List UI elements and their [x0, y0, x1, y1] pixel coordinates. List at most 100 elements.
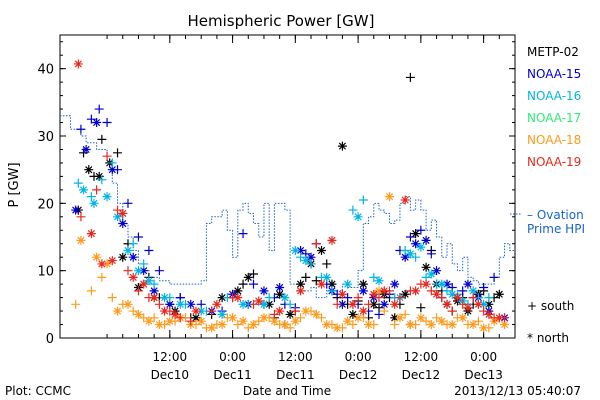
y-tick-label: 20: [37, 197, 54, 212]
north-point: [269, 316, 279, 326]
south-point: [379, 306, 389, 316]
legend-entry: METP-02: [527, 45, 579, 59]
north-point: [332, 323, 342, 333]
north-point: [426, 269, 436, 279]
north-point: [296, 286, 306, 296]
south-point: [290, 306, 300, 316]
south-point: [426, 286, 436, 296]
north-point: [437, 316, 447, 326]
legend-entry: NOAA-17: [527, 111, 581, 125]
north-point: [97, 259, 107, 269]
south-point: [311, 276, 321, 286]
south-point: [458, 299, 468, 309]
x-tick-time: 12:00: [404, 350, 439, 364]
north-point: [149, 286, 159, 296]
south-point: [426, 249, 436, 259]
south-point: [447, 306, 457, 316]
north-point: [337, 141, 347, 151]
north-point: [144, 276, 154, 286]
north-point: [149, 293, 159, 303]
north-point: [102, 259, 112, 269]
legend-north-symbol: * north: [527, 331, 569, 345]
north-point: [390, 313, 400, 323]
north-point: [348, 299, 358, 309]
north-point: [374, 276, 384, 286]
south-point: [405, 232, 415, 242]
south-point: [405, 72, 415, 82]
south-point: [238, 229, 248, 239]
south-point: [73, 178, 83, 188]
north-point: [165, 316, 175, 326]
x-axis-ticks: 12:00 Dec10 0:00 Dec11 12:00 Dec11 0:00 Dec12 12…: [106, 35, 516, 382]
north-point: [170, 309, 180, 319]
north-point: [275, 283, 285, 292]
north-point: [337, 299, 347, 309]
north-point: [238, 299, 248, 309]
south-point: [458, 286, 468, 296]
north-point: [264, 299, 274, 309]
south-point: [473, 316, 483, 326]
north-point: [416, 313, 426, 323]
north-point: [400, 195, 410, 205]
north-point: [322, 320, 332, 330]
south-point: [94, 104, 104, 114]
south-point: [332, 299, 342, 309]
series-noaa-16: [73, 158, 494, 319]
north-point: [154, 320, 164, 330]
north-point: [343, 279, 353, 289]
south-point: [243, 323, 253, 333]
north-point: [73, 59, 83, 69]
timestamp: 2013/12/13 05:40:07: [454, 384, 581, 398]
north-point: [421, 279, 431, 289]
north-point: [94, 171, 104, 181]
north-point: [196, 316, 206, 326]
north-point: [89, 198, 99, 208]
north-point: [447, 289, 457, 299]
south-point: [353, 293, 363, 303]
north-point: [395, 313, 405, 323]
y-tick-label: 40: [37, 63, 54, 78]
south-point: [432, 313, 442, 323]
north-point: [92, 118, 102, 128]
north-point: [494, 313, 504, 323]
north-point: [196, 306, 206, 316]
north-point: [290, 316, 300, 326]
legend: METP-02 NOAA-15 NOAA-16 NOAA-17 NOAA-18 NOAA-…: [510, 45, 585, 345]
south-point: [316, 313, 326, 323]
x-tick-date: Dec10: [151, 368, 190, 382]
north-point: [442, 299, 452, 309]
north-point: [405, 249, 415, 259]
north-point: [79, 185, 89, 195]
north-point: [217, 293, 227, 303]
south-point: [97, 272, 107, 282]
north-point: [479, 323, 489, 333]
north-point: [484, 309, 494, 319]
north-point: [442, 279, 452, 289]
north-point: [123, 245, 133, 255]
north-point: [411, 286, 421, 296]
legend-entry: NOAA-19: [527, 155, 581, 169]
north-point: [175, 299, 185, 309]
south-point: [186, 316, 196, 326]
north-point: [306, 252, 316, 262]
y-tick-label: 30: [37, 130, 54, 145]
north-point: [118, 219, 128, 229]
y-axis-label: P [GW]: [7, 162, 22, 207]
south-point: [264, 293, 274, 303]
north-point: [379, 286, 389, 296]
north-point: [280, 293, 290, 303]
north-point: [384, 192, 394, 202]
south-point: [128, 306, 138, 316]
north-point: [238, 316, 248, 326]
north-point: [316, 279, 326, 289]
x-axis-label: Date and Time: [243, 384, 331, 398]
x-tick-date: Dec11: [276, 368, 315, 382]
north-point: [316, 245, 326, 255]
legend-ovation-line2: Prime HPI: [527, 222, 585, 236]
north-point: [327, 235, 337, 245]
north-point: [128, 252, 138, 262]
south-point: [296, 313, 306, 323]
south-point: [133, 232, 143, 242]
plot-credit: Plot: CCMC: [5, 384, 71, 398]
south-point: [249, 279, 259, 289]
